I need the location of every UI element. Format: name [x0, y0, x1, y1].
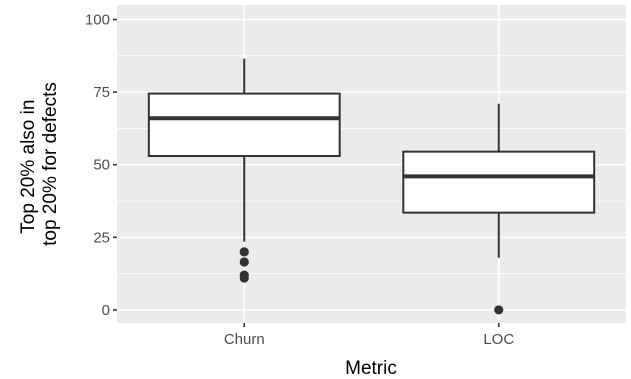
box-iqr — [402, 150, 596, 214]
x-axis-title: Metric — [345, 358, 397, 379]
y-tick-label: 100 — [85, 12, 110, 29]
outlier-point — [239, 247, 249, 257]
x-axis: Churn LOC — [224, 323, 514, 348]
outlier-point — [239, 273, 249, 283]
y-tick-label: 25 — [93, 229, 110, 246]
y-tick-label: 0 — [102, 302, 110, 319]
x-tick-label: LOC — [483, 331, 514, 348]
boxplot-loc — [402, 103, 596, 315]
y-axis-title-line-2: top 20% for defects — [40, 82, 61, 246]
outlier-point — [494, 305, 504, 315]
y-axis-title: Top 20% also in top 20% for defects — [18, 82, 61, 246]
y-tick-label: 75 — [93, 84, 110, 101]
box-iqr — [147, 92, 341, 158]
boxplot-churn — [147, 58, 341, 283]
y-axis-title-line-1: Top 20% also in — [18, 100, 39, 234]
boxplots — [147, 58, 596, 315]
outlier-point — [239, 257, 249, 267]
x-tick-label: Churn — [224, 331, 265, 348]
y-tick-label: 50 — [93, 157, 110, 174]
y-axis: 0 25 50 75 100 — [85, 12, 117, 319]
